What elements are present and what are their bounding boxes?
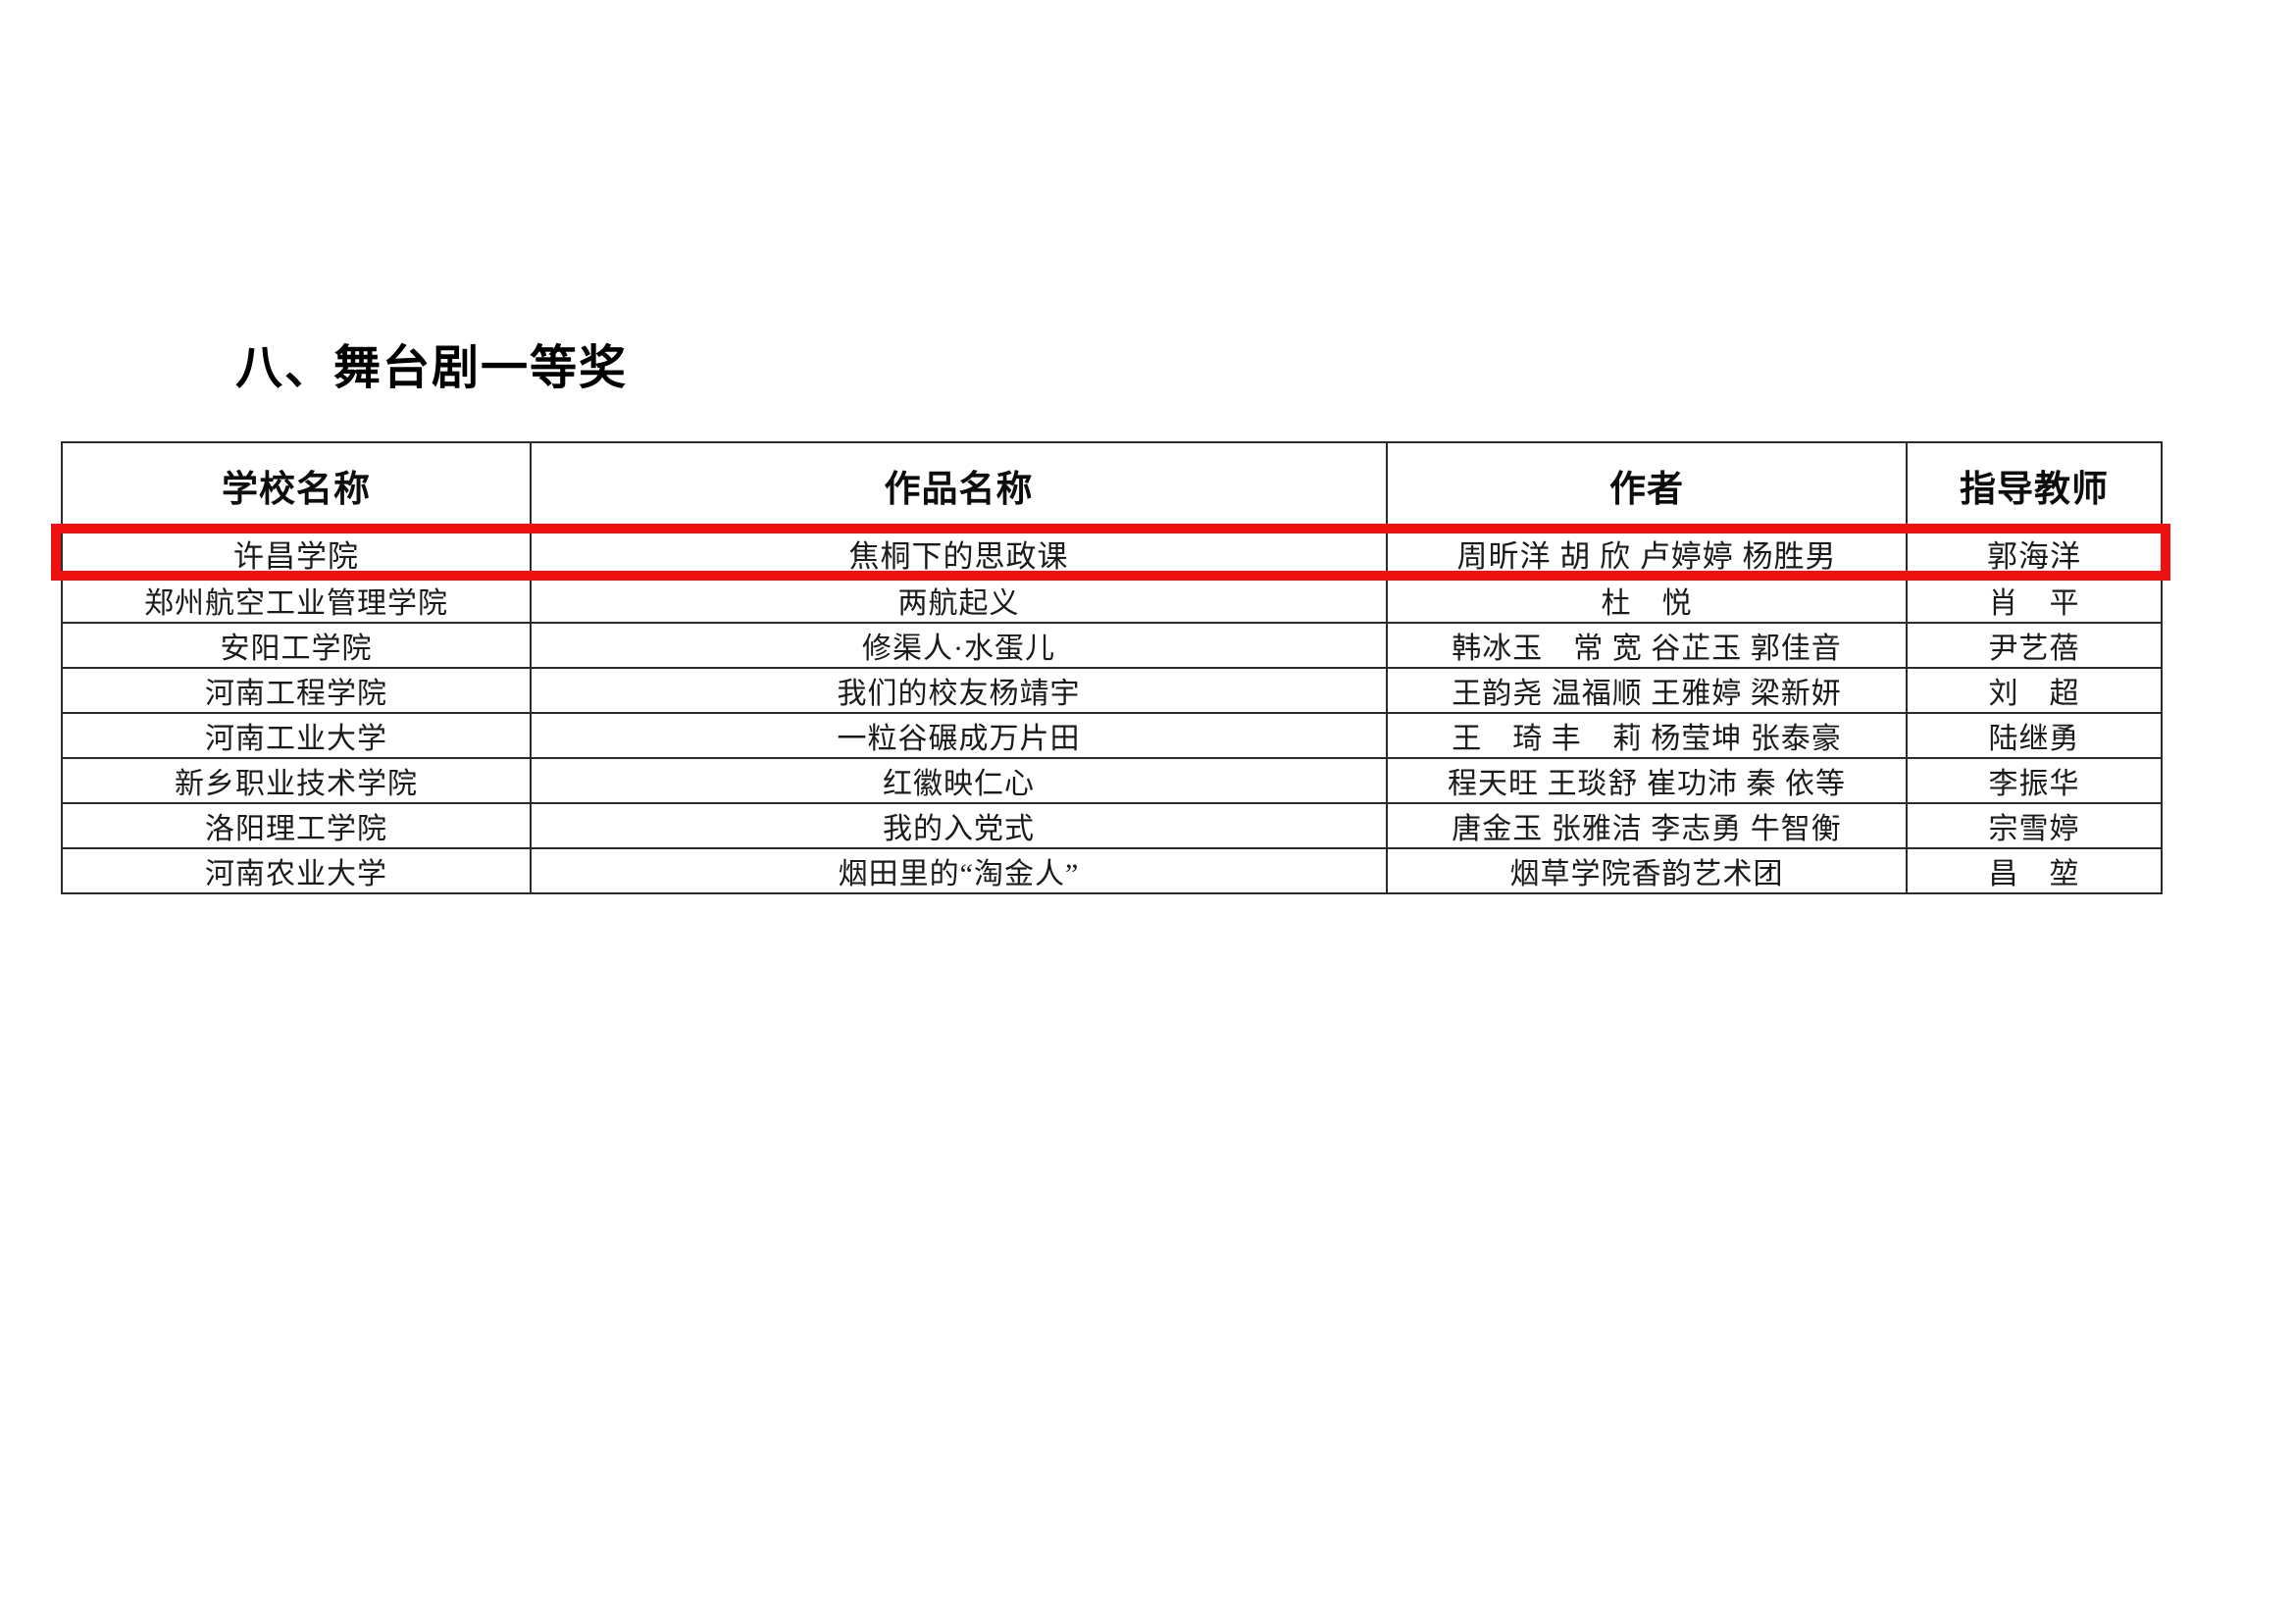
cell-teacher: 郭海洋: [1906, 528, 2163, 579]
cell-teacher: 宗雪婷: [1906, 802, 2163, 849]
cell-author: 周昕洋 胡 欣 卢婷婷 杨胜男: [1386, 528, 1908, 579]
cell-school: 新乡职业技术学院: [61, 757, 532, 804]
column-header-author: 作者: [1386, 441, 1908, 530]
cell-school: 郑州航空工业管理学院: [61, 577, 532, 624]
column-header-work: 作品名称: [530, 441, 1388, 530]
cell-work: 修渠人·水蛋儿: [530, 622, 1388, 669]
table-header-row: 学校名称 作品名称 作者 指导教师: [61, 441, 2163, 530]
table-row: 河南工程学院 我们的校友杨靖宇 王韵尧 温福顺 王雅婷 梁新妍 刘 超: [61, 667, 2163, 714]
cell-author: 唐金玉 张雅洁 李志勇 牛智衡: [1386, 802, 1908, 849]
table-row: 许昌学院 焦桐下的思政课 周昕洋 胡 欣 卢婷婷 杨胜男 郭海洋: [61, 528, 2163, 579]
cell-work: 一粒谷碾成万片田: [530, 712, 1388, 759]
cell-teacher: 陆继勇: [1906, 712, 2163, 759]
cell-work: 我的入党式: [530, 802, 1388, 849]
cell-teacher: 昌 堃: [1906, 847, 2163, 894]
cell-work: 烟田里的“淘金人”: [530, 847, 1388, 894]
cell-teacher: 李振华: [1906, 757, 2163, 804]
table-row: 郑州航空工业管理学院 两航起义 杜 悦 肖 平: [61, 577, 2163, 624]
cell-teacher: 肖 平: [1906, 577, 2163, 624]
cell-work: 红徽映仁心: [530, 757, 1388, 804]
cell-work: 我们的校友杨靖宇: [530, 667, 1388, 714]
cell-school: 洛阳理工学院: [61, 802, 532, 849]
section-heading: 八、舞台剧一等奖: [235, 342, 629, 394]
cell-work: 焦桐下的思政课: [530, 528, 1388, 579]
cell-school: 河南工程学院: [61, 667, 532, 714]
cell-school: 河南农业大学: [61, 847, 532, 894]
cell-author: 韩冰玉 常 宽 谷芷玉 郭佳音: [1386, 622, 1908, 669]
table-row: 新乡职业技术学院 红徽映仁心 程天旺 王琰舒 崔功沛 秦 依等 李振华: [61, 757, 2163, 804]
table-row: 洛阳理工学院 我的入党式 唐金玉 张雅洁 李志勇 牛智衡 宗雪婷: [61, 802, 2163, 849]
table-row: 河南工业大学 一粒谷碾成万片田 王 琦 丰 莉 杨莹坤 张泰豪 陆继勇: [61, 712, 2163, 759]
table-row: 河南农业大学 烟田里的“淘金人” 烟草学院香韵艺术团 昌 堃: [61, 847, 2163, 894]
table-row: 安阳工学院 修渠人·水蛋儿 韩冰玉 常 宽 谷芷玉 郭佳音 尹艺蓓: [61, 622, 2163, 669]
cell-school: 安阳工学院: [61, 622, 532, 669]
cell-school: 许昌学院: [61, 528, 532, 579]
table-body: 许昌学院 焦桐下的思政课 周昕洋 胡 欣 卢婷婷 杨胜男 郭海洋 郑州航空工业管…: [61, 528, 2163, 894]
cell-author: 程天旺 王琰舒 崔功沛 秦 依等: [1386, 757, 1908, 804]
cell-teacher: 尹艺蓓: [1906, 622, 2163, 669]
award-table: 学校名称 作品名称 作者 指导教师 许昌学院 焦桐下的思政课 周昕洋 胡 欣 卢…: [61, 441, 2163, 894]
column-header-teacher: 指导教师: [1906, 441, 2163, 530]
cell-teacher: 刘 超: [1906, 667, 2163, 714]
cell-school: 河南工业大学: [61, 712, 532, 759]
cell-author: 杜 悦: [1386, 577, 1908, 624]
cell-author: 王 琦 丰 莉 杨莹坤 张泰豪: [1386, 712, 1908, 759]
cell-work: 两航起义: [530, 577, 1388, 624]
cell-author: 烟草学院香韵艺术团: [1386, 847, 1908, 894]
cell-author: 王韵尧 温福顺 王雅婷 梁新妍: [1386, 667, 1908, 714]
column-header-school: 学校名称: [61, 441, 532, 530]
table-header: 学校名称 作品名称 作者 指导教师: [61, 441, 2163, 530]
